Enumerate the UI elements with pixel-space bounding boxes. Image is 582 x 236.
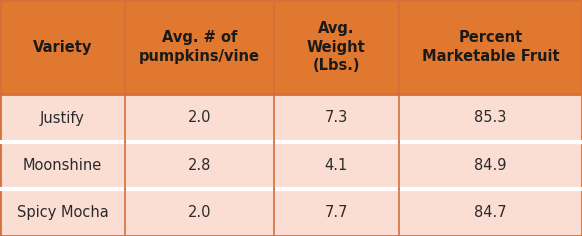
Text: Avg. # of
pumpkins/vine: Avg. # of pumpkins/vine [139,30,260,64]
Text: 2.8: 2.8 [187,158,211,173]
Text: 85.3: 85.3 [474,110,506,126]
Text: Variety: Variety [33,40,93,55]
Text: Justify: Justify [40,110,85,126]
Text: 4.1: 4.1 [325,158,347,173]
Bar [0,94,582,142]
Text: Spicy Mocha: Spicy Mocha [17,205,108,220]
Text: 84.7: 84.7 [474,205,507,220]
Text: 2.0: 2.0 [187,205,211,220]
Bar [0,189,582,236]
Text: Avg.
Weight
(Lbs.): Avg. Weight (Lbs.) [307,21,365,73]
Bar [0,142,582,189]
Bar [0,0,582,94]
Text: 7.3: 7.3 [325,110,347,126]
Text: 2.0: 2.0 [187,110,211,126]
Text: 7.7: 7.7 [324,205,348,220]
Text: Percent
Marketable Fruit: Percent Marketable Fruit [421,30,559,64]
Text: Moonshine: Moonshine [23,158,102,173]
Text: 84.9: 84.9 [474,158,506,173]
